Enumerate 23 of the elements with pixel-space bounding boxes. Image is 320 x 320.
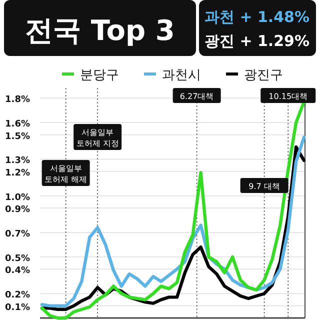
legend-label: 광진구	[244, 68, 283, 83]
y-tick-label: 0.2%	[5, 290, 30, 301]
y-tick-label: 1.2%	[5, 168, 30, 178]
y-tick-label: 0.4%	[5, 266, 30, 276]
annotation: 서울일부 토허제 지정	[76, 128, 119, 148]
annotation: 서울일부 토허제 해제	[44, 164, 88, 184]
legend-label: 과천시	[162, 68, 201, 83]
text: 과천 + 1.48%	[204, 8, 310, 26]
y-tick-label: 1.5%	[5, 132, 30, 142]
y-tick-label: 0.9%	[5, 205, 30, 216]
y-tick-label: 0.7%	[5, 229, 30, 240]
annotation: 9.7 대책	[248, 182, 280, 191]
y-tick-label: 0.5%	[5, 254, 30, 264]
annotation: 10.15대책	[268, 92, 308, 101]
text: 광진 + 1.29%	[204, 32, 310, 50]
y-tick-label: 1.6%	[5, 120, 30, 130]
legend-label: 분당구	[80, 68, 119, 83]
chart-title: 전국 Top 3	[25, 14, 175, 47]
annotation: 6.27대책	[180, 92, 214, 101]
y-tick-label: 0.1%	[5, 302, 30, 313]
y-tick-label: 1.0%	[5, 192, 30, 203]
y-tick-label: 1.8%	[5, 95, 30, 106]
y-tick-label: 1.3%	[5, 156, 30, 166]
